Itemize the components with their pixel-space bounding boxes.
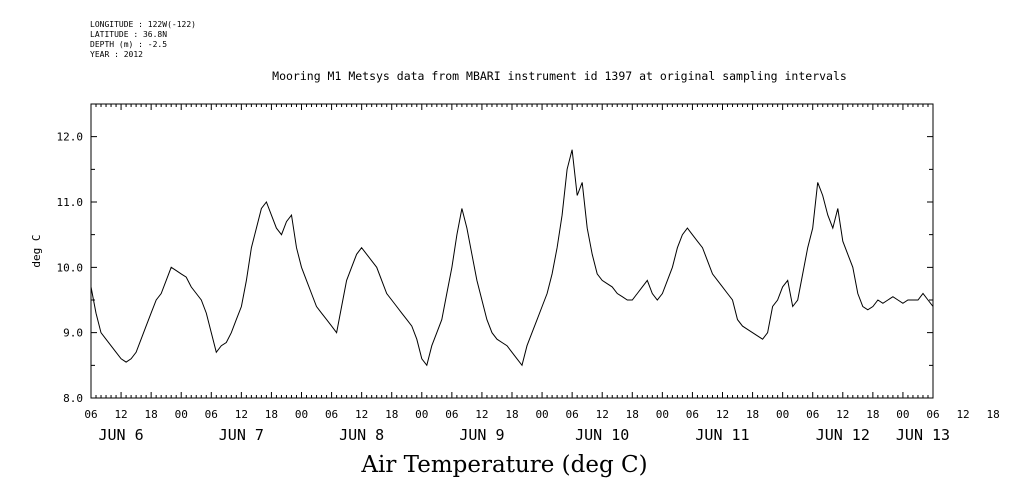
x-tick-label: 12	[596, 408, 609, 421]
y-tick-label: 9.0	[63, 327, 83, 340]
y-axis-label: deg C	[30, 234, 43, 267]
x-tick-label: 06	[926, 408, 939, 421]
x-day-label: JUN 12	[816, 426, 870, 444]
x-day-label: JUN 11	[695, 426, 749, 444]
x-tick-label: 12	[355, 408, 368, 421]
x-tick-label: 12	[235, 408, 248, 421]
x-day-label: JUN 9	[459, 426, 504, 444]
x-tick-label: 12	[956, 408, 969, 421]
axis-ticks	[90, 103, 934, 399]
chart-title: Mooring M1 Metsys data from MBARI instru…	[272, 69, 847, 83]
x-tick-label: 00	[415, 408, 428, 421]
x-day-label: JUN 7	[219, 426, 264, 444]
x-day-label: JUN 8	[339, 426, 384, 444]
x-tick-label: 00	[776, 408, 789, 421]
x-tick-label: 00	[656, 408, 669, 421]
depth-text: DEPTH (m) : -2.5	[90, 40, 168, 49]
x-tick-label: 06	[84, 408, 97, 421]
x-tick-label: 12	[114, 408, 127, 421]
metadata-block: LONGITUDE : 122W(-122) LATITUDE : 36.8N …	[90, 20, 196, 60]
latitude-text: LATITUDE : 36.8N	[90, 30, 168, 39]
y-tick-label: 11.0	[57, 196, 84, 209]
longitude-text: LONGITUDE : 122W(-122)	[90, 20, 196, 29]
x-day-label: JUN 6	[98, 426, 143, 444]
x-tick-label: 06	[205, 408, 218, 421]
x-tick-label: 12	[836, 408, 849, 421]
x-tick-label: 00	[896, 408, 909, 421]
x-tick-label: 06	[566, 408, 579, 421]
x-tick-label: 00	[295, 408, 308, 421]
y-tick-label: 12.0	[57, 131, 84, 144]
x-tick-label: 18	[265, 408, 278, 421]
x-tick-label: 18	[626, 408, 639, 421]
x-day-label: JUN 10	[575, 426, 629, 444]
x-tick-label: 06	[445, 408, 458, 421]
x-tick-label: 06	[686, 408, 699, 421]
x-tick-label: 12	[475, 408, 488, 421]
x-tick-label: 18	[866, 408, 879, 421]
y-tick-label: 8.0	[63, 392, 83, 405]
x-tick-label: 18	[505, 408, 518, 421]
x-tick-label: 00	[175, 408, 188, 421]
x-tick-label: 00	[535, 408, 548, 421]
x-tick-label: 18	[987, 408, 1000, 421]
x-tick-label: 12	[716, 408, 729, 421]
x-day-label: JUN 13	[896, 426, 950, 444]
x-tick-label: 06	[325, 408, 338, 421]
year-text: YEAR : 2012	[90, 50, 143, 59]
y-tick-label: 10.0	[57, 261, 84, 274]
x-tick-label: 18	[746, 408, 759, 421]
x-tick-label: 18	[385, 408, 398, 421]
x-tick-label: 06	[806, 408, 819, 421]
x-tick-label: 18	[145, 408, 158, 421]
x-axis-title: Air Temperature (deg C)	[361, 452, 648, 478]
temperature-series-line	[90, 149, 934, 367]
